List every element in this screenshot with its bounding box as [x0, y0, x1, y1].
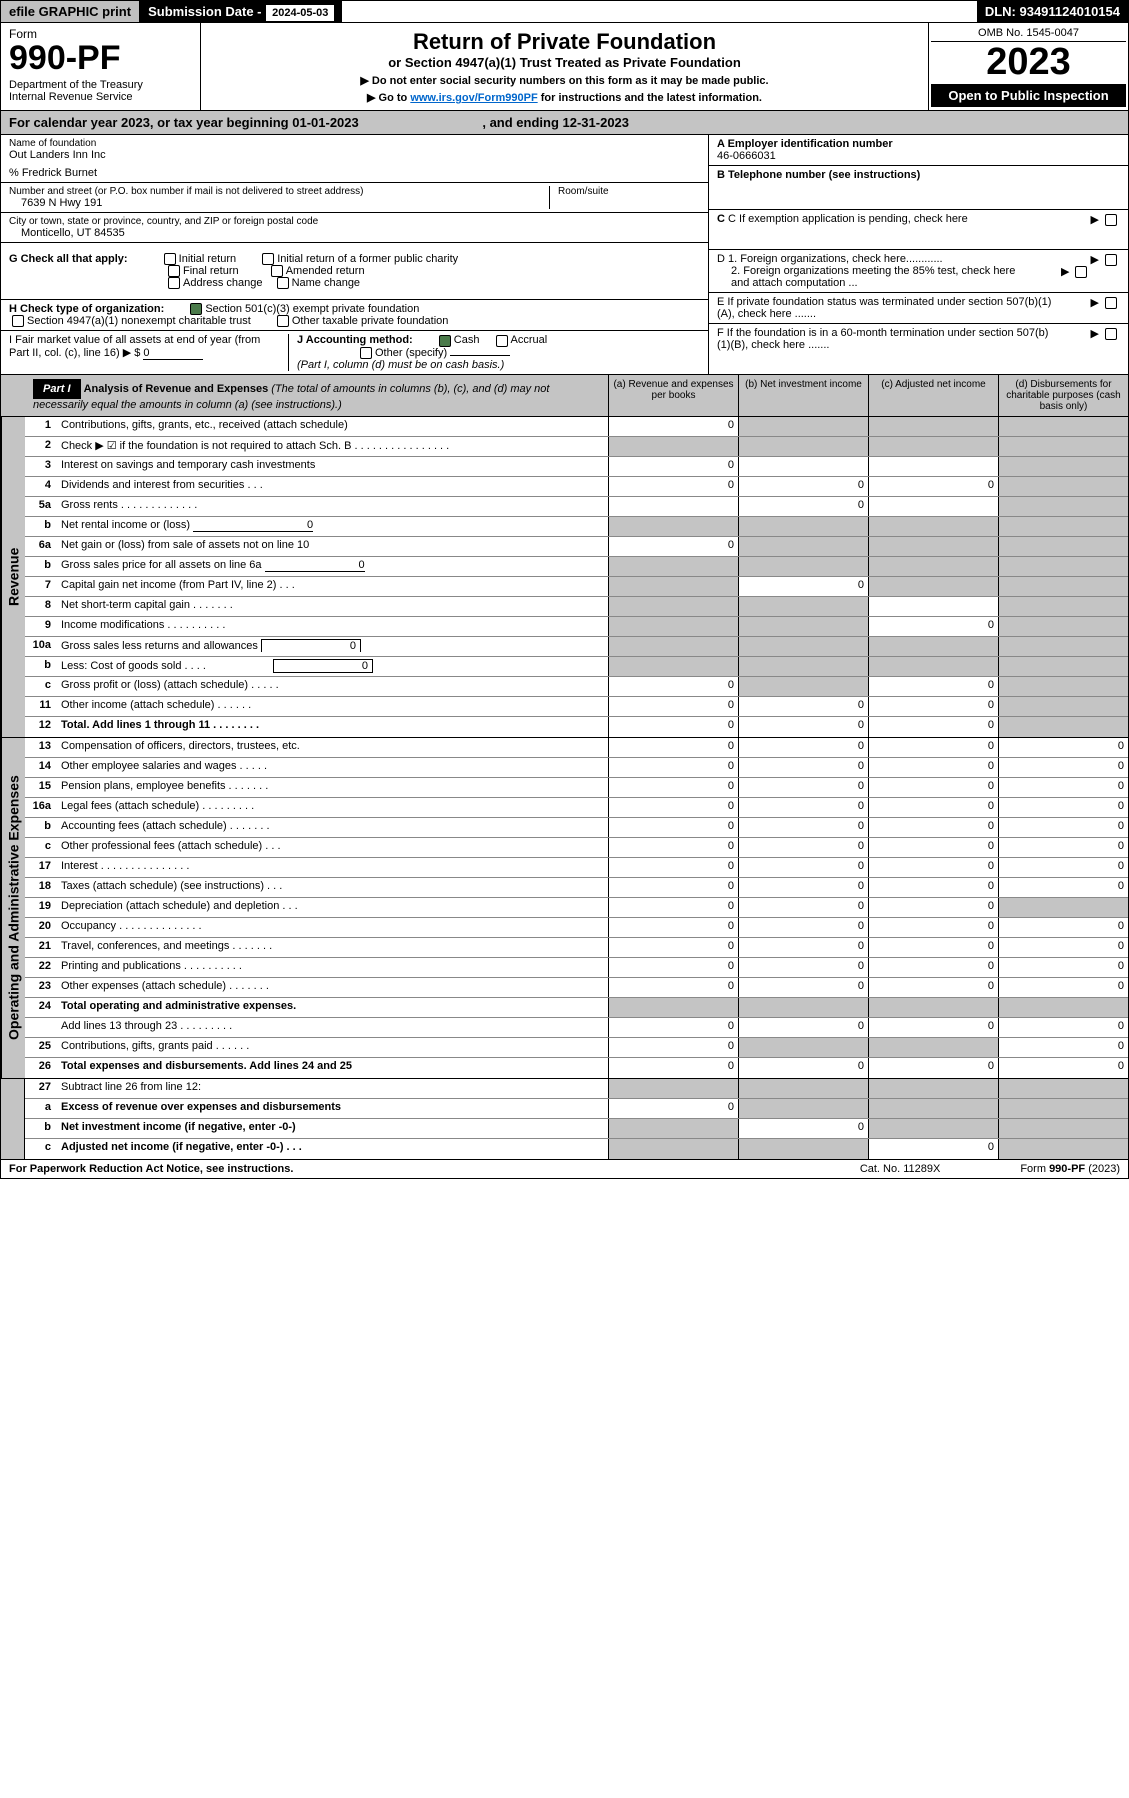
summary-section: 27Subtract line 26 from line 12: aExcess… — [0, 1079, 1129, 1160]
topbar: efile GRAPHIC print Submission Date - 20… — [0, 0, 1129, 23]
checkbox-name-change[interactable] — [277, 277, 289, 289]
expenses-tab: Operating and Administrative Expenses — [1, 738, 25, 1078]
form-header: Form 990-PF Department of the Treasury I… — [0, 23, 1129, 111]
checkbox-address-change[interactable] — [168, 277, 180, 289]
ein-cell: A Employer identification number 46-0666… — [709, 135, 1128, 166]
page-footer: For Paperwork Reduction Act Notice, see … — [0, 1160, 1129, 1179]
address-cell: Number and street (or P.O. box number if… — [1, 183, 708, 213]
form-number: 990-PF — [9, 41, 192, 75]
f-cell: F If the foundation is in a 60-month ter… — [709, 324, 1128, 374]
year-box: OMB No. 1545-0047 2023 Open to Public In… — [928, 23, 1128, 110]
phone-cell: B Telephone number (see instructions) — [709, 166, 1128, 210]
checkbox-other-method[interactable] — [360, 347, 372, 359]
form-title: Return of Private Foundation — [211, 29, 918, 55]
submission-date: Submission Date - 2024-05-03 — [140, 1, 342, 22]
c-cell: C C If exemption application is pending,… — [709, 210, 1128, 250]
entity-info: Name of foundation Out Landers Inn Inc %… — [0, 135, 1129, 375]
checkbox-e[interactable] — [1105, 297, 1117, 309]
revenue-tab: Revenue — [1, 417, 25, 737]
checkbox-501c3[interactable] — [190, 303, 202, 315]
part1-header: Part I Analysis of Revenue and Expenses … — [0, 375, 1129, 417]
checkbox-accrual[interactable] — [496, 335, 508, 347]
city-cell: City or town, state or province, country… — [1, 213, 708, 243]
dept-label: Department of the Treasury Internal Reve… — [9, 79, 192, 103]
checkbox-amended[interactable] — [271, 265, 283, 277]
checkbox-c[interactable] — [1105, 214, 1117, 226]
i-j-row: I Fair market value of all assets at end… — [1, 331, 708, 373]
checkbox-f[interactable] — [1105, 328, 1117, 340]
checkbox-initial-return[interactable] — [164, 253, 176, 265]
checkbox-cash[interactable] — [439, 335, 451, 347]
foundation-name-cell: Name of foundation Out Landers Inn Inc %… — [1, 135, 708, 183]
tax-year: 2023 — [931, 42, 1126, 84]
dln: DLN: 93491124010154 — [977, 1, 1128, 22]
g-check-row: G Check all that apply: Initial return I… — [1, 243, 708, 300]
checkbox-4947[interactable] — [12, 315, 24, 327]
expenses-section: Operating and Administrative Expenses 13… — [0, 738, 1129, 1079]
checkbox-initial-former[interactable] — [262, 253, 274, 265]
revenue-section: Revenue 1Contributions, gifts, grants, e… — [0, 417, 1129, 738]
h-check-row: H Check type of organization: Section 50… — [1, 300, 708, 331]
e-cell: E If private foundation status was termi… — [709, 293, 1128, 324]
efile-label[interactable]: efile GRAPHIC print — [1, 1, 140, 22]
d-cell: D 1. Foreign organizations, check here..… — [709, 250, 1128, 293]
checkbox-d1[interactable] — [1105, 254, 1117, 266]
calendar-year-row: For calendar year 2023, or tax year begi… — [0, 111, 1129, 135]
instructions-link[interactable]: www.irs.gov/Form990PF — [410, 92, 537, 104]
checkbox-d2[interactable] — [1075, 266, 1087, 278]
checkbox-final-return[interactable] — [168, 265, 180, 277]
form-id-box: Form 990-PF Department of the Treasury I… — [1, 23, 201, 110]
checkbox-other-taxable[interactable] — [277, 315, 289, 327]
form-title-box: Return of Private Foundation or Section … — [201, 23, 928, 110]
